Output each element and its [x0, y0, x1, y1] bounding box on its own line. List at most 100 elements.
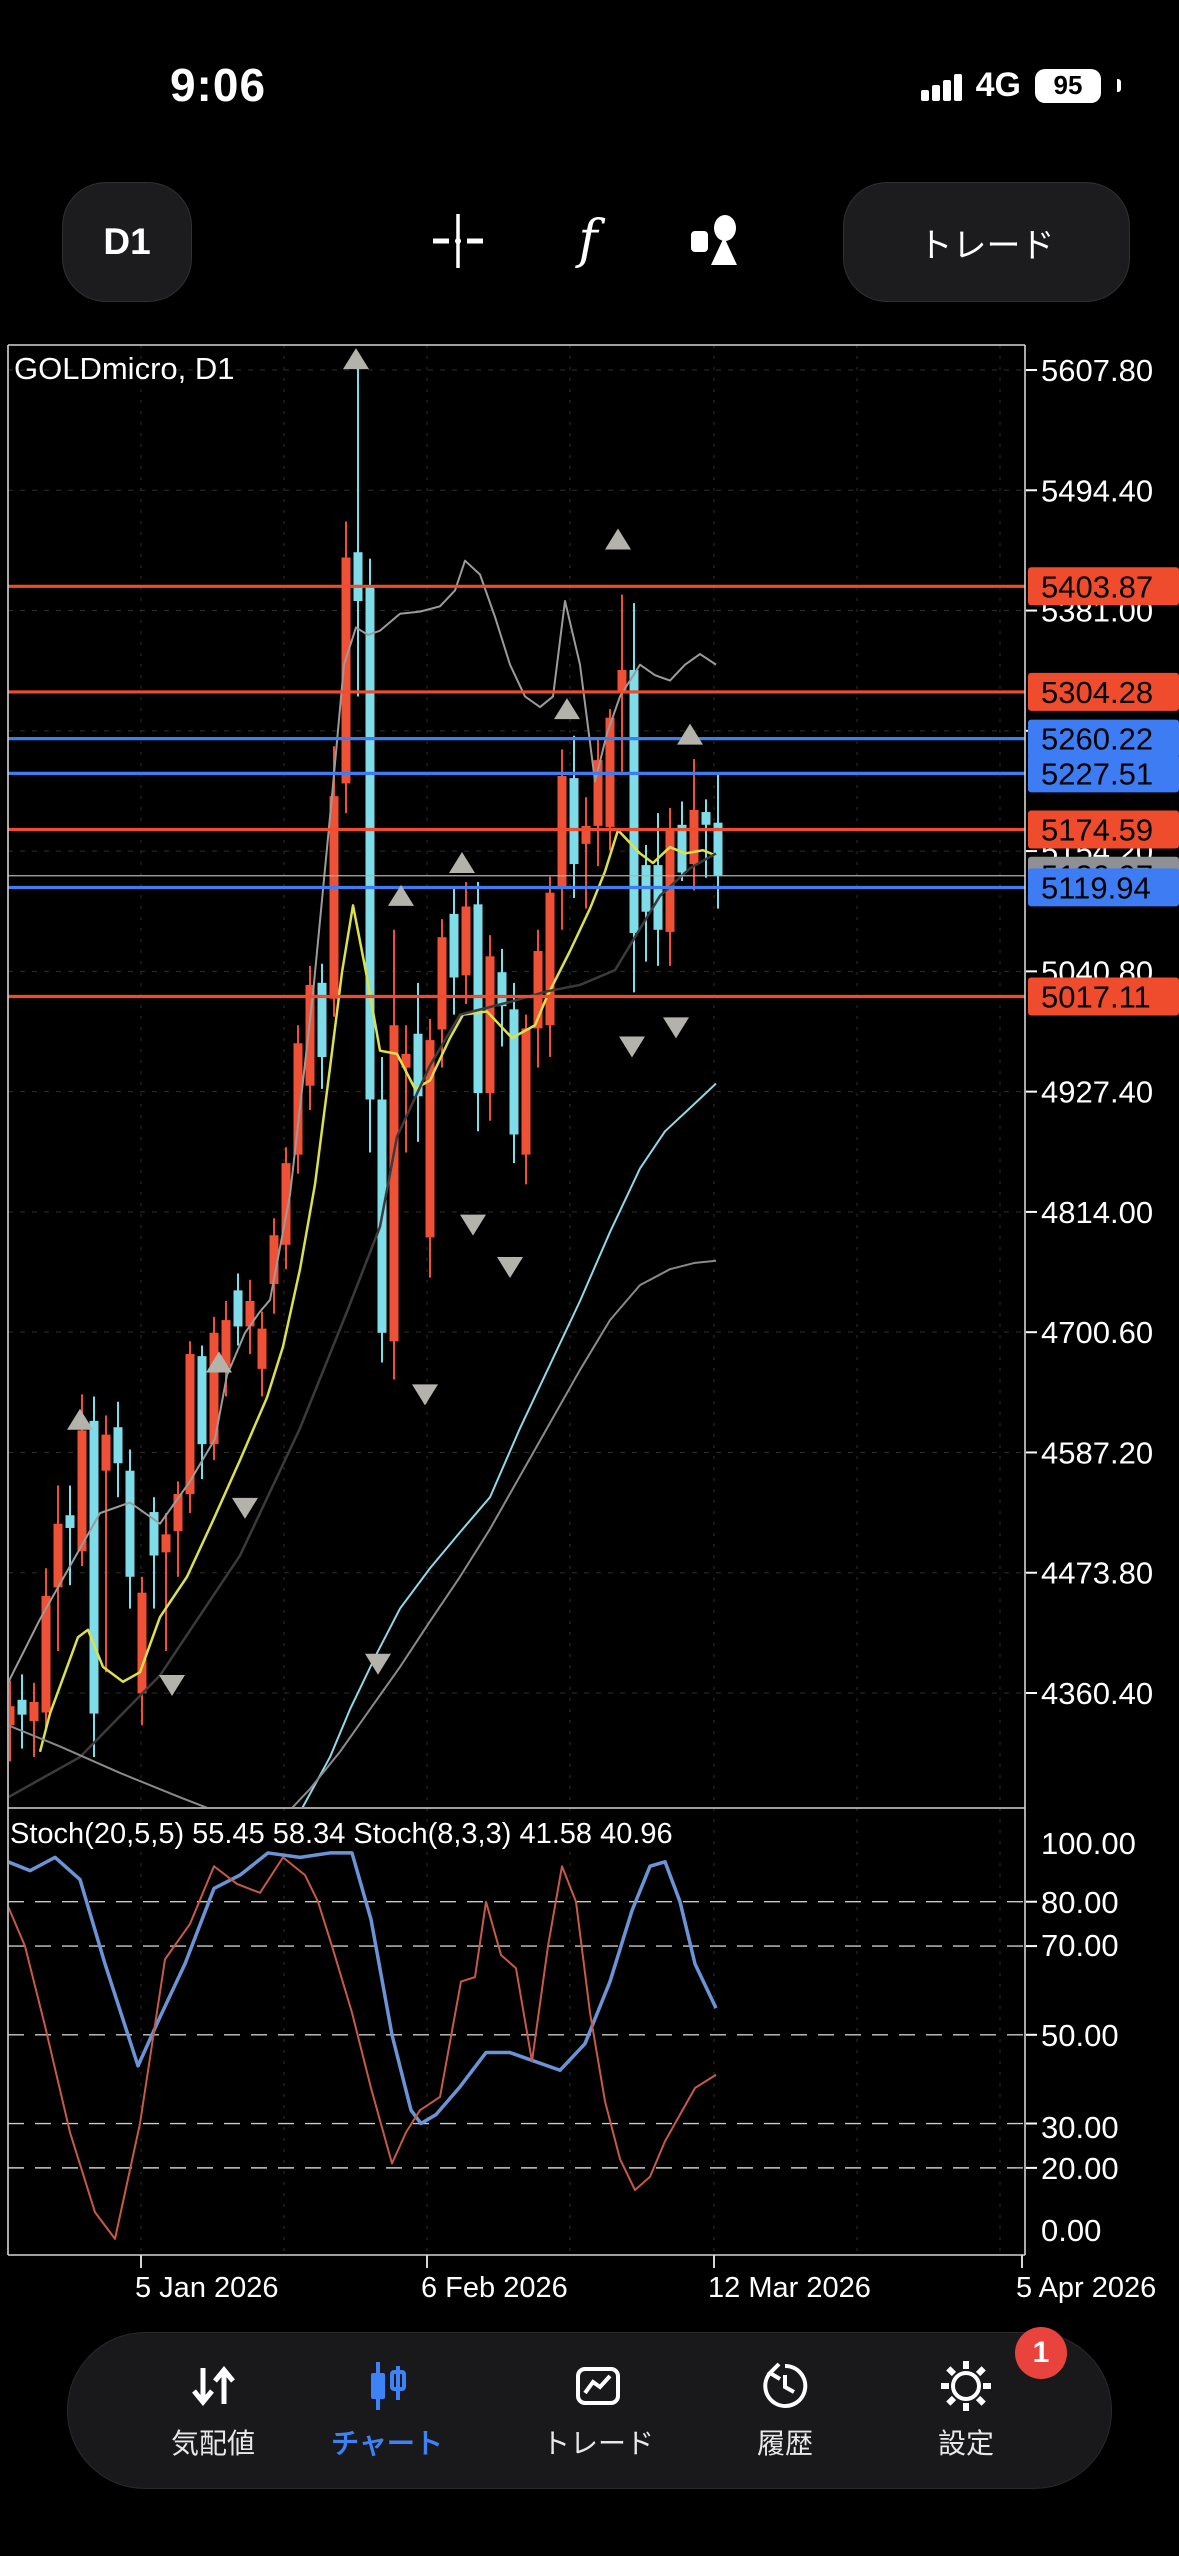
tab-quotes[interactable]: 気配値	[123, 2333, 303, 2488]
price-tick-label: 4927.40	[1041, 1075, 1153, 1110]
price-badge-label: 5260.22	[1041, 722, 1153, 757]
overlay-lines	[9, 559, 717, 1807]
candle-body	[509, 1009, 519, 1135]
candle-body	[665, 830, 675, 932]
candle-body	[425, 1040, 435, 1238]
cellular-signal-icon	[920, 71, 962, 101]
tab-chart[interactable]: チャート	[297, 2333, 477, 2488]
bottom-nav: 気配値 チャート トレード 履歴	[67, 2332, 1112, 2489]
ma-slow-dark	[9, 852, 717, 1799]
candle-body	[485, 956, 495, 1094]
down-arrow-marker	[663, 1017, 689, 1039]
tab-history[interactable]: 履歴	[695, 2333, 875, 2488]
down-arrow-marker	[460, 1214, 486, 1236]
candle-body	[173, 1494, 183, 1532]
candle-body	[569, 778, 579, 865]
down-arrow-marker	[619, 1036, 645, 1058]
candle-body	[29, 1701, 39, 1721]
candle-body	[245, 1301, 255, 1327]
up-arrow-marker	[206, 1351, 232, 1373]
candle-body	[341, 557, 351, 784]
price-tick-label: 4360.40	[1041, 1676, 1153, 1711]
band-upper-gray	[9, 559, 717, 1684]
network-type-label: 4G	[975, 66, 1021, 104]
price-badge	[1028, 672, 1179, 711]
candle-body	[629, 669, 639, 933]
tab-history-label: 履歴	[756, 2427, 813, 2459]
up-arrow-marker	[343, 348, 369, 370]
down-arrow-marker	[412, 1384, 438, 1406]
function-icon[interactable]: f	[558, 211, 618, 271]
signal-markers	[67, 348, 703, 1696]
objects-icon[interactable]	[688, 211, 748, 271]
up-arrow-marker	[388, 884, 414, 906]
stoch-tick-label: 0.00	[1041, 2213, 1101, 2248]
tab-chart-label: チャート	[331, 2427, 443, 2459]
stoch-axis: 100.00 80.00 70.00 50.00 30.00 20.00 0.00	[1026, 1826, 1136, 2248]
tab-trade[interactable]: トレード	[508, 2333, 688, 2488]
down-arrow-marker	[365, 1653, 391, 1675]
candle-body	[293, 1043, 303, 1155]
price-badge	[1028, 810, 1179, 849]
trade-button-label: トレード	[918, 226, 1055, 265]
settings-notification-badge: 1	[1015, 2327, 1067, 2379]
down-arrow-marker	[232, 1497, 258, 1519]
candle-body	[701, 812, 711, 825]
price-badge-label: 5403.87	[1041, 569, 1153, 604]
clock: 9:06	[169, 59, 267, 111]
price-badge-label: 5017.11	[1041, 979, 1151, 1014]
candle-body	[137, 1592, 147, 1694]
price-badge	[1028, 567, 1179, 606]
crosshair-icon[interactable]	[428, 211, 488, 271]
candle-body	[101, 1434, 111, 1471]
price-badge	[1028, 719, 1179, 758]
stoch-tick-label: 100.00	[1041, 1826, 1136, 1861]
candle-body	[281, 1163, 291, 1245]
svg-text:f: f	[574, 211, 605, 270]
price-badge	[1028, 754, 1179, 793]
price-tick-label: 5494.40	[1041, 473, 1153, 508]
candle-body	[593, 760, 603, 826]
chart-toolbar: D1 f トレード	[0, 182, 1179, 304]
battery-icon: 95	[1035, 68, 1101, 103]
candle-body	[233, 1290, 243, 1327]
up-arrow-marker	[554, 698, 580, 720]
settings-icon	[941, 2360, 991, 2411]
candle-body	[617, 669, 627, 694]
price-badge	[1028, 977, 1179, 1016]
candle-body	[185, 1354, 195, 1495]
price-badge	[1028, 868, 1179, 907]
candle-body	[545, 892, 555, 1026]
candle-body	[77, 1430, 87, 1552]
trade-button[interactable]: トレード	[843, 182, 1130, 302]
candle-body	[461, 906, 471, 976]
candle-body	[689, 809, 699, 865]
stoch-tick-label: 30.00	[1041, 2110, 1119, 2145]
candle-body	[329, 796, 339, 999]
candle-body	[389, 1025, 399, 1342]
candles	[9, 365, 723, 1762]
candle-body	[197, 1356, 207, 1445]
candle-body	[269, 1235, 279, 1285]
price-badge-label: 5119.94	[1041, 870, 1151, 905]
candle-body	[521, 1028, 531, 1155]
level-lines[interactable]	[8, 584, 1025, 999]
band-lower-teal	[301, 1082, 717, 1807]
date-label: 5 Jan 2026	[135, 2272, 279, 2304]
candle-body	[473, 904, 483, 1094]
candle-body	[353, 552, 363, 601]
up-arrow-marker	[449, 851, 475, 873]
candle-body	[209, 1332, 219, 1445]
down-arrow-marker	[159, 1674, 185, 1696]
tab-settings[interactable]: 設定	[876, 2333, 1056, 2488]
candle-body	[317, 982, 327, 1058]
timeframe-button[interactable]: D1	[62, 182, 192, 302]
up-arrow-marker	[605, 528, 631, 550]
quotes-icon	[192, 2365, 235, 2406]
tab-settings-label: 設定	[937, 2427, 994, 2459]
price-tick-label: 4473.80	[1041, 1556, 1153, 1591]
stoch-20-5-5	[9, 1851, 718, 2126]
candle-body	[449, 913, 459, 978]
price-badge-label: 5174.59	[1041, 812, 1153, 847]
